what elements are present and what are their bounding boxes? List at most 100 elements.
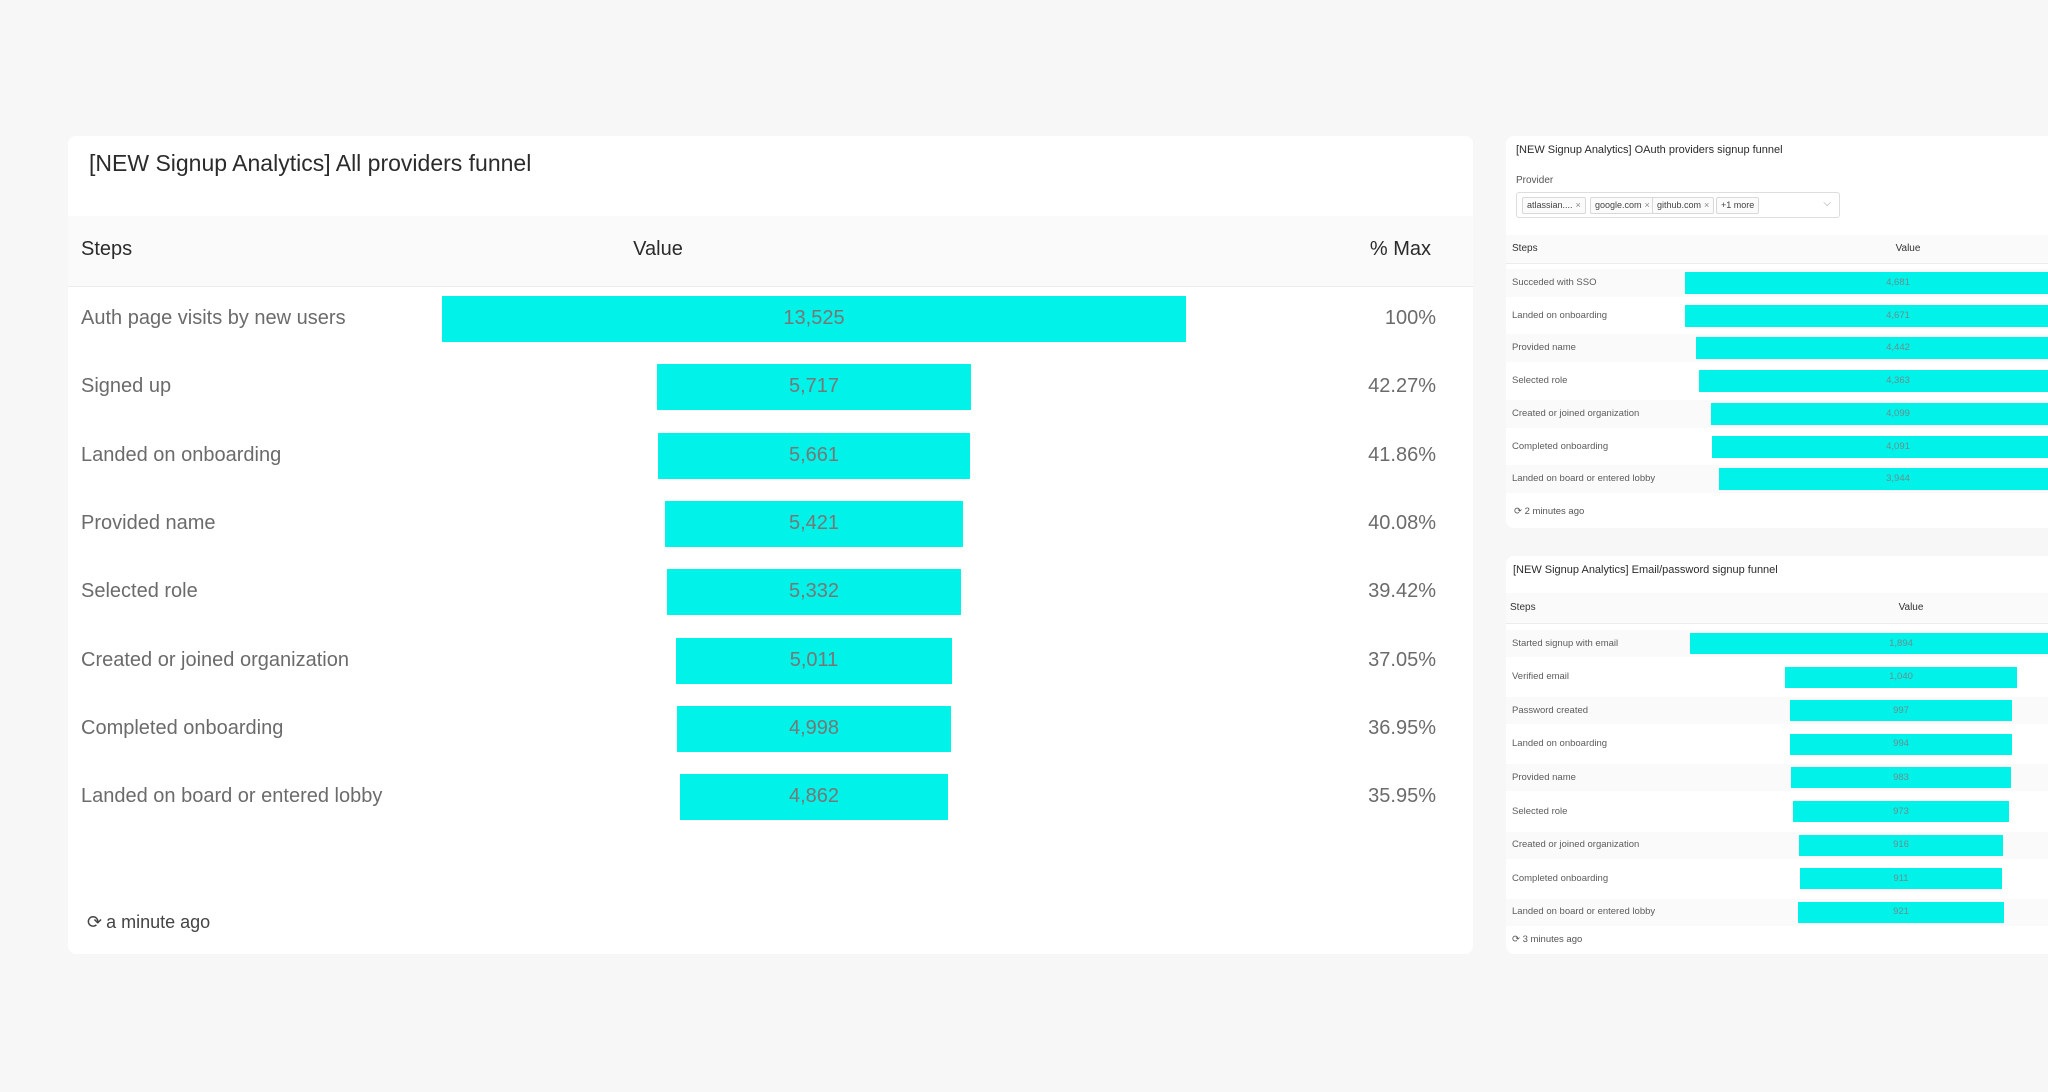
provider-chip[interactable]: google.com × (1590, 197, 1655, 214)
step-value: 4,363 (1886, 375, 1910, 387)
table-row: Created or joined organization 916 (1506, 831, 2048, 859)
refresh-icon[interactable]: ⟳ (1514, 506, 1525, 517)
step-label: Provided name (81, 511, 216, 534)
step-label: Selected role (81, 580, 198, 603)
close-icon[interactable]: × (1704, 200, 1710, 210)
step-label: Completed onboarding (1512, 872, 1609, 884)
email-funnel-card: [NEW Signup Analytics] Email/password si… (1506, 556, 2048, 954)
step-value: 983 (1893, 771, 1909, 783)
provider-filter-label: Provider (1516, 175, 1554, 186)
table-row: Provided name 5,421 40.08% (68, 490, 1473, 558)
table-row: Selected role 4,363 (1506, 367, 2048, 395)
step-value: 1,040 (1889, 671, 1913, 683)
step-label: Verified email (1512, 671, 1570, 683)
step-label: Selected role (1512, 805, 1568, 817)
step-value: 921 (1893, 906, 1909, 918)
close-icon[interactable]: × (1644, 200, 1650, 210)
funnel-bar (667, 569, 961, 616)
table-row: Landed on board or entered lobby 921 (1506, 898, 2048, 926)
funnel-bar (1685, 272, 2048, 294)
provider-chip-label: google.com (1595, 200, 1642, 210)
funnel-bar (1785, 666, 2017, 688)
table-row: Completed onboarding 911 (1506, 865, 2048, 892)
provider-chip[interactable]: atlassian.... × (1522, 197, 1586, 214)
step-label: Landed on onboarding (1512, 738, 1608, 750)
last-updated: ⟳ a minute ago (87, 912, 210, 933)
step-value: 4,862 (788, 785, 840, 808)
funnel-bar (1718, 468, 2048, 491)
pct-max-header: % Max (1369, 238, 1431, 260)
last-updated: ⟳ 3 minutes ago (1512, 934, 1582, 945)
step-label: Landed on onboarding (1512, 309, 1608, 321)
step-label: Signed up (81, 375, 172, 398)
provider-chip[interactable]: github.com × (1652, 197, 1715, 214)
table-row: Verified email 1,040 (1506, 664, 2048, 691)
funnel-bar (1711, 402, 2048, 425)
funnel-bar (1690, 633, 2048, 654)
step-pct-max: 41.86% (1368, 443, 1436, 466)
table-row: Selected role 5,332 39.42% (68, 558, 1473, 626)
step-label: Landed on board or entered lobby (1512, 473, 1656, 485)
funnel-bar (676, 637, 952, 684)
funnel-bar (658, 432, 970, 479)
step-value: 4,671 (1886, 309, 1910, 321)
provider-filter-select[interactable]: atlassian.... × google.com × github.com × +1 m… (1516, 192, 1840, 218)
step-value: 3,944 (1886, 473, 1910, 485)
step-label: Created or joined organization (1512, 407, 1640, 419)
step-value: 1,894 (1889, 637, 1913, 649)
funnel-bar (1695, 337, 2048, 360)
step-pct-max: 37.05% (1368, 648, 1436, 671)
step-label: Succeded with SSO (1512, 277, 1597, 288)
steps-header: Steps (81, 238, 133, 260)
table-row: Landed on board or entered lobby 4,862 35.… (68, 763, 1473, 831)
step-label: Auth page visits by new users (81, 307, 346, 329)
step-label: Completed onboarding (81, 716, 284, 739)
value-header: Value (1895, 243, 1921, 254)
step-pct-max: 100% (1384, 307, 1436, 329)
step-value: 4,681 (1886, 277, 1910, 288)
value-header: Value (1898, 602, 1924, 613)
all-providers-funnel-card: [NEW Signup Analytics] All providers fun… (68, 136, 1473, 954)
step-pct-max: 36.95% (1368, 716, 1436, 739)
card-title: [NEW Signup Analytics] All providers fun… (89, 150, 532, 176)
steps-header: Steps (1510, 602, 1536, 613)
funnel-bar (1792, 801, 2010, 822)
funnel-bar (1798, 901, 2004, 923)
step-label: Started signup with email (1512, 637, 1619, 649)
step-label: Provided name (1512, 771, 1576, 783)
table-row: Created or joined organization 5,011 37.05… (68, 627, 1473, 695)
step-value: 997 (1893, 704, 1909, 716)
step-value: 911 (1893, 872, 1909, 884)
funnel-bar (676, 705, 952, 752)
oauth-funnel-card: [NEW Signup Analytics] OAuth providers s… (1506, 136, 2048, 528)
funnel-bar (664, 500, 964, 547)
step-pct-max: 40.08% (1368, 511, 1436, 534)
step-value: 916 (1893, 839, 1909, 851)
card-title: [NEW Signup Analytics] OAuth providers s… (1516, 144, 1783, 156)
step-value: 13,525 (783, 307, 845, 329)
close-icon[interactable]: × (1575, 200, 1581, 210)
table-row: Landed on onboarding 994 (1506, 731, 2048, 758)
funnel-bar (1799, 868, 2003, 890)
table-row: Landed on onboarding 5,661 41.86% (68, 422, 1473, 490)
last-updated: ⟳ 2 minutes ago (1514, 506, 1584, 517)
funnel-bar (1711, 435, 2048, 458)
provider-chip[interactable]: +1 more (1716, 197, 1760, 214)
step-label: Created or joined organization (1512, 839, 1640, 851)
refresh-icon[interactable]: ⟳ (1512, 934, 1523, 945)
step-label: Landed on board or entered lobby (1512, 906, 1656, 918)
funnel-bar (1685, 304, 2048, 327)
table-row: Password created 997 (1506, 697, 2048, 725)
step-value: 994 (1893, 738, 1909, 750)
table-row: Provided name 4,442 (1506, 334, 2048, 363)
step-label: Completed onboarding (1512, 440, 1609, 452)
funnel-bar (1699, 370, 2048, 393)
steps-header: Steps (1512, 243, 1538, 254)
table-row: Succeded with SSO 4,681 (1506, 269, 2048, 297)
last-updated-text: 2 minutes ago (1524, 506, 1585, 517)
refresh-icon[interactable]: ⟳ (87, 912, 103, 932)
table-row: Landed on board or entered lobby 3,944 (1506, 465, 2048, 494)
funnel-bar (1789, 700, 2013, 722)
step-label: Password created (1512, 704, 1589, 716)
chevron-down-icon[interactable]: ⌵ (1823, 198, 1831, 209)
